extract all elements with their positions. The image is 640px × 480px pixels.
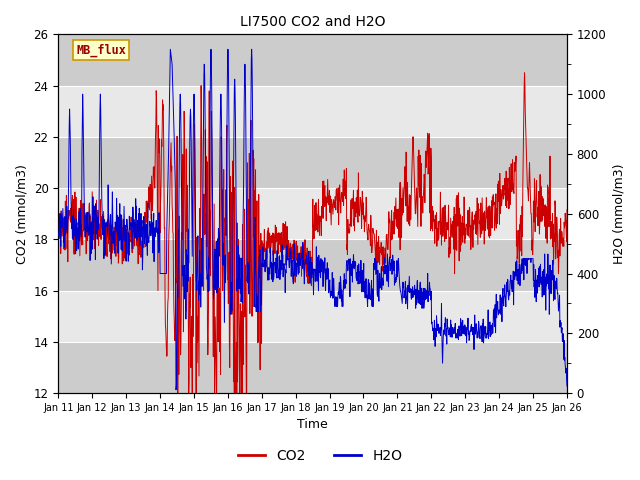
Bar — [58, 85, 567, 137]
Bar — [58, 290, 567, 342]
Y-axis label: CO2 (mmol/m3): CO2 (mmol/m3) — [15, 164, 28, 264]
Bar — [58, 137, 567, 188]
Text: MB_flux: MB_flux — [76, 43, 126, 57]
Bar — [58, 240, 567, 290]
Y-axis label: H2O (mmol/m3): H2O (mmol/m3) — [612, 164, 625, 264]
Bar — [58, 188, 567, 240]
Bar — [58, 35, 567, 85]
Title: LI7500 CO2 and H2O: LI7500 CO2 and H2O — [240, 15, 385, 29]
X-axis label: Time: Time — [297, 419, 328, 432]
Legend: CO2, H2O: CO2, H2O — [232, 443, 408, 468]
Bar — [58, 342, 567, 393]
